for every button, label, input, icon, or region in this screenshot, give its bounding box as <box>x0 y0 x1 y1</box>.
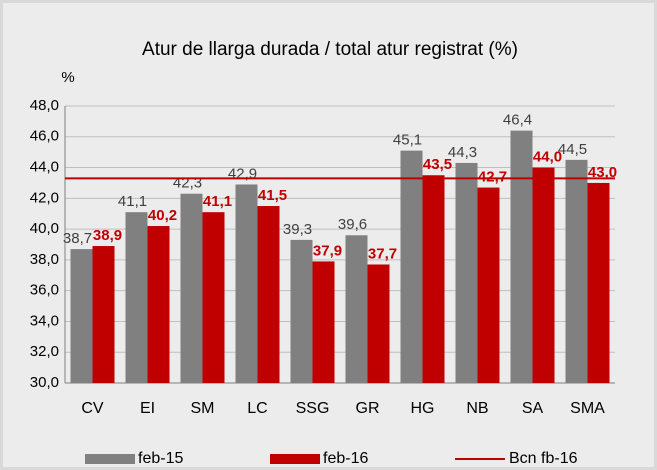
x-tick-label: HG <box>411 400 435 417</box>
bar <box>345 235 368 383</box>
legend-swatch <box>85 454 135 464</box>
y-tick-label: 38,0 <box>30 251 59 268</box>
bar <box>587 182 610 383</box>
legend-swatch <box>270 454 320 464</box>
y-tick-label: 36,0 <box>30 282 59 299</box>
y-tick-label: 32,0 <box>30 343 59 360</box>
data-label: 42,9 <box>228 165 257 182</box>
bar <box>257 206 280 383</box>
data-label: 44,3 <box>448 144 477 161</box>
data-label: 41,5 <box>258 187 287 204</box>
data-label: 40,2 <box>148 207 177 224</box>
data-label: 41,1 <box>203 193 232 210</box>
bar <box>125 212 148 383</box>
data-label: 44,5 <box>558 141 587 158</box>
x-tick-label: EI <box>140 400 155 417</box>
data-label: 39,6 <box>338 216 367 233</box>
bar <box>532 167 555 383</box>
y-axis-label: % <box>61 69 74 86</box>
data-label: 42,7 <box>478 169 507 186</box>
data-label: 39,3 <box>283 221 312 238</box>
legend-label: feb-16 <box>323 450 368 467</box>
x-tick-label: GR <box>356 400 380 417</box>
y-tick-label: 46,0 <box>30 128 59 145</box>
data-label: 44,0 <box>533 149 562 166</box>
data-label: 43,5 <box>423 156 452 173</box>
bar <box>235 184 258 383</box>
bar <box>565 159 588 383</box>
x-tick-label: NB <box>466 400 488 417</box>
y-tick-label: 48,0 <box>30 97 59 114</box>
y-tick-label: 30,0 <box>30 374 59 391</box>
data-label: 42,3 <box>173 175 202 192</box>
data-label: 37,9 <box>313 242 342 259</box>
data-label: 37,7 <box>368 245 397 262</box>
bar <box>312 261 335 383</box>
y-tick-label: 40,0 <box>30 220 59 237</box>
data-label: 45,1 <box>393 132 422 149</box>
data-label: 41,1 <box>118 193 147 210</box>
bar <box>367 264 390 383</box>
legend-label: feb-15 <box>138 450 183 467</box>
bar <box>400 150 423 383</box>
bar <box>455 162 478 383</box>
bar <box>180 193 203 383</box>
x-tick-label: LC <box>247 400 267 417</box>
x-tick-label: SSG <box>296 400 330 417</box>
data-label: 38,7 <box>63 230 92 247</box>
bar <box>290 239 313 383</box>
legend-label: Bcn fb-16 <box>509 450 578 467</box>
bar <box>92 246 115 383</box>
bar <box>510 130 533 383</box>
data-label: 38,9 <box>93 227 122 244</box>
data-label: 43,0 <box>588 164 617 181</box>
x-tick-label: SA <box>522 400 544 417</box>
chart-title: Atur de llarga durada / total atur regis… <box>142 39 518 60</box>
bar <box>202 212 225 383</box>
y-tick-label: 42,0 <box>30 189 59 206</box>
x-tick-label: CV <box>81 400 104 417</box>
bar <box>70 249 93 383</box>
bar <box>147 226 170 383</box>
bar <box>422 175 445 383</box>
y-tick-label: 44,0 <box>30 159 59 176</box>
x-tick-label: SM <box>191 400 215 417</box>
y-tick-label: 34,0 <box>30 312 59 329</box>
x-tick-label: SMA <box>570 400 605 417</box>
bar <box>477 187 500 383</box>
data-label: 46,4 <box>503 112 532 129</box>
